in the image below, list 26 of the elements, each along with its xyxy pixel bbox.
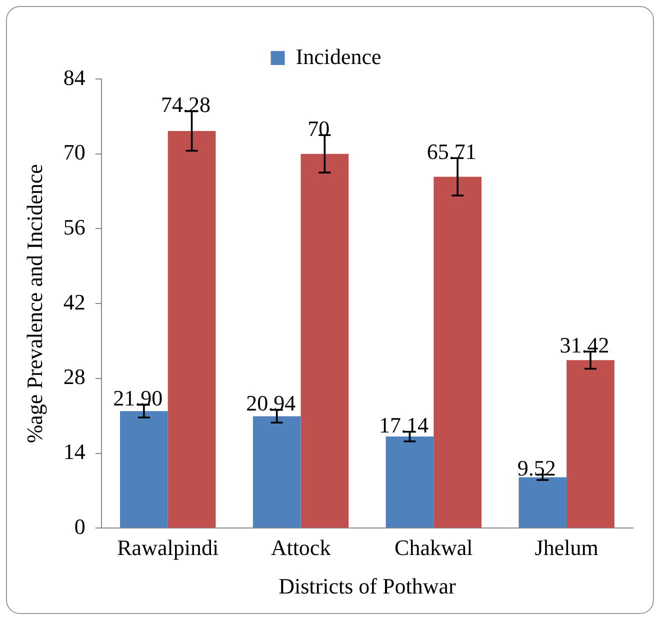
y-tick-label: 84 [63,64,86,90]
legend-label: Incidence [296,44,382,69]
bar [386,436,434,528]
bar [434,176,482,528]
data-label: 65.71 [426,138,476,164]
data-label: 21.90 [113,385,163,410]
bar [252,416,301,528]
y-axis-title: %age Prevalence and Incidence [22,164,47,444]
x-tick-label: Chakwal [394,535,473,560]
bar [300,154,349,528]
x-axis-title: Districts of Pothwar [278,574,456,599]
bar [120,411,168,528]
bar [566,360,614,528]
x-tick-label: Rawalpindi [117,535,219,560]
y-tick-label: 42 [63,289,86,314]
x-tick-label: Attock [270,535,331,560]
data-label: 31.42 [560,332,610,358]
y-tick-label: 56 [63,214,86,240]
y-tick-label: 28 [63,364,86,390]
x-tick-label: Jhelum [534,535,598,560]
bar [518,477,567,528]
data-label: 20.94 [246,390,296,416]
y-tick-label: 0 [74,514,86,539]
y-tick-label: 14 [63,439,86,464]
y-tick-label: 70 [63,140,86,165]
bar [168,130,216,528]
